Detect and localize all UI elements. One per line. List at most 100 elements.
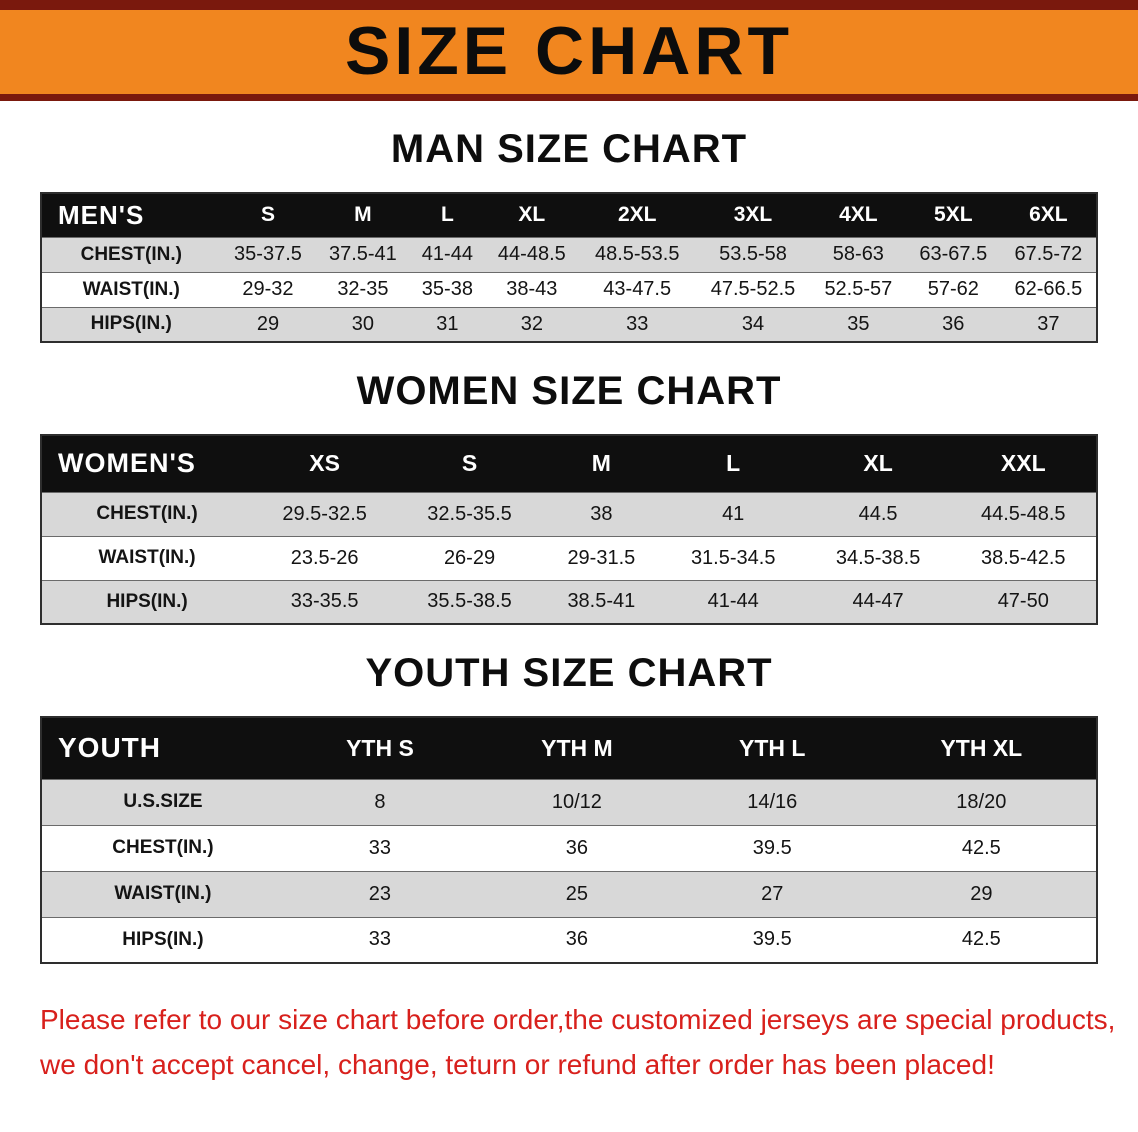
size-value-cell: 42.5	[961, 836, 1001, 859]
size-value-cell: 29-31.5	[567, 546, 636, 569]
size-value-cell: 57-62	[927, 278, 979, 300]
row-label-cell: CHEST(IN.)	[112, 837, 214, 858]
size-column-header: 5XL	[934, 203, 973, 227]
table-row: HIPS(IN.) 33-35.5 35.5-38.5 38.5-41 41-44 44-…	[41, 580, 1097, 624]
size-value-cell: 36	[565, 836, 589, 859]
page-title: SIZE CHART	[345, 13, 793, 89]
size-column-header: M	[354, 203, 372, 227]
size-value-cell: 18/20	[956, 790, 1007, 813]
footer-note-line2: we don't accept cancel, change, teturn o…	[40, 1048, 995, 1080]
size-value-cell: 34	[741, 312, 765, 335]
size-value-cell: 48.5-53.5	[594, 243, 680, 265]
size-value-cell: 35-38	[421, 278, 473, 300]
women-size-table: WOMEN'S XS S M L XL XXL CHEST(IN.) 29.5-32.5 32.5…	[40, 434, 1098, 625]
table-row: U.S.SIZE 8 10/12 14/16 18/20	[41, 779, 1097, 825]
size-value-cell: 44.5	[858, 502, 898, 525]
size-value-cell: 29-32	[242, 278, 294, 300]
size-column-header: S	[461, 450, 478, 477]
row-label-cell: WAIST(IN.)	[98, 547, 196, 568]
men-section-heading: MAN SIZE CHART	[390, 127, 748, 171]
table-row: HIPS(IN.) 33 36 39.5 42.5	[41, 917, 1097, 963]
size-value-cell: 44-47	[852, 590, 904, 613]
row-label-cell: HIPS(IN.)	[122, 928, 204, 950]
size-column-header: 3XL	[733, 203, 773, 227]
size-value-cell: 37.5-41	[328, 243, 397, 265]
size-column-header: YTH M	[541, 734, 613, 761]
table-row: HIPS(IN.) 29 30 31 32 33 34 35 36 37	[41, 307, 1097, 342]
size-column-header: 4XL	[839, 203, 878, 227]
size-value-cell: 32.5-35.5	[427, 502, 512, 525]
size-value-cell: 33	[368, 836, 392, 859]
table-row: CHEST(IN.) 35-37.5 37.5-41 41-44 44-48.5 48.5…	[41, 237, 1097, 272]
size-value-cell: 39.5	[752, 928, 792, 951]
youth-section: YOUTH SIZE CHART YOUTH YTH S YTH M YTH L YTH…	[0, 651, 1138, 964]
size-value-cell: 38	[590, 502, 613, 525]
table-row: CHEST(IN.) 29.5-32.5 32.5-35.5 38 41 44.5 44.5…	[41, 492, 1097, 536]
size-column-header: L	[440, 203, 454, 227]
footer-note-line1: Please refer to our size chart before or…	[40, 1004, 1116, 1035]
size-value-cell: 39.5	[752, 836, 792, 859]
size-value-cell: 47-50	[997, 590, 1049, 613]
size-column-header: XL	[518, 203, 546, 227]
size-value-cell: 33	[626, 312, 649, 335]
row-label-cell: WAIST(IN.)	[114, 883, 212, 904]
size-value-cell: 41	[722, 502, 745, 525]
size-value-cell: 32-35	[337, 278, 389, 300]
size-value-cell: 37	[1037, 312, 1060, 335]
table-header-row: WOMEN'S XS S M L XL XXL	[41, 435, 1097, 492]
size-value-cell: 43-47.5	[603, 278, 672, 300]
men-section: MAN SIZE CHART MEN'S S M L XL 2XL 3XL 4XL 5XL 6XL…	[0, 127, 1138, 343]
size-value-cell: 23	[368, 882, 392, 905]
size-chart-page: SIZE CHART MAN SIZE CHART MEN'S S M L XL 2XL 3…	[0, 0, 1138, 1088]
size-value-cell: 62-66.5	[1014, 278, 1083, 300]
size-value-cell: 26-29	[443, 546, 496, 569]
size-value-cell: 38-43	[506, 278, 558, 300]
row-label-cell: HIPS(IN.)	[90, 313, 172, 335]
size-value-cell: 35	[847, 312, 870, 335]
size-value-cell: 36	[565, 928, 589, 951]
table-row: WAIST(IN.) 23 25 27 29	[41, 871, 1097, 917]
size-value-cell: 29	[970, 882, 993, 905]
size-value-cell: 36	[942, 312, 965, 335]
footer-note: Please refer to our size chart before or…	[40, 998, 1138, 1088]
size-value-cell: 38.5-41	[567, 590, 636, 613]
women-section: WOMEN SIZE CHART WOMEN'S XS S M L XL XXL CHEST(…	[0, 369, 1138, 625]
size-value-cell: 33-35.5	[290, 590, 359, 613]
size-value-cell: 42.5	[961, 928, 1001, 951]
table-row: WAIST(IN.) 23.5-26 26-29 29-31.5 31.5-34.5 34…	[41, 536, 1097, 580]
size-value-cell: 33	[368, 928, 392, 951]
size-value-cell: 8	[374, 790, 386, 813]
size-column-header: XXL	[1000, 450, 1046, 477]
size-column-header: XL	[863, 450, 893, 477]
banner-bottom-stripe	[0, 94, 1138, 101]
table-row: WAIST(IN.) 29-32 32-35 35-38 38-43 43-47.5 47.…	[41, 272, 1097, 307]
size-value-cell: 58-63	[832, 243, 884, 265]
size-value-cell: 30	[351, 312, 375, 335]
size-value-cell: 14/16	[747, 790, 798, 813]
size-value-cell: 35.5-38.5	[427, 590, 512, 613]
size-value-cell: 23.5-26	[290, 546, 359, 569]
size-value-cell: 63-67.5	[919, 243, 988, 265]
size-value-cell: 44-48.5	[497, 243, 566, 265]
table-header-row: YOUTH YTH S YTH M YTH L YTH XL	[41, 717, 1097, 779]
table-title-cell: MEN'S	[58, 199, 145, 230]
women-section-heading: WOMEN SIZE CHART	[356, 369, 782, 413]
size-value-cell: 32	[520, 312, 543, 335]
size-value-cell: 27	[761, 882, 784, 905]
size-value-cell: 38.5-42.5	[981, 546, 1066, 569]
size-value-cell: 47.5-52.5	[710, 278, 796, 300]
size-column-header: L	[726, 450, 741, 477]
size-value-cell: 29.5-32.5	[282, 502, 367, 525]
men-size-table: MEN'S S M L XL 2XL 3XL 4XL 5XL 6XL CHEST(IN.) 35-37…	[40, 192, 1098, 343]
size-column-header: YTH XL	[940, 734, 1023, 761]
size-value-cell: 10/12	[551, 790, 602, 813]
size-value-cell: 41-44	[707, 590, 759, 613]
table-row: CHEST(IN.) 33 36 39.5 42.5	[41, 825, 1097, 871]
table-header-row: MEN'S S M L XL 2XL 3XL 4XL 5XL 6XL	[41, 193, 1097, 237]
row-label-cell: HIPS(IN.)	[106, 590, 188, 612]
banner: SIZE CHART	[0, 0, 1138, 101]
size-value-cell: 31	[436, 312, 459, 335]
size-value-cell: 29	[256, 312, 280, 335]
size-value-cell: 53.5-58	[719, 243, 787, 265]
size-value-cell: 52.5-57	[824, 278, 893, 300]
